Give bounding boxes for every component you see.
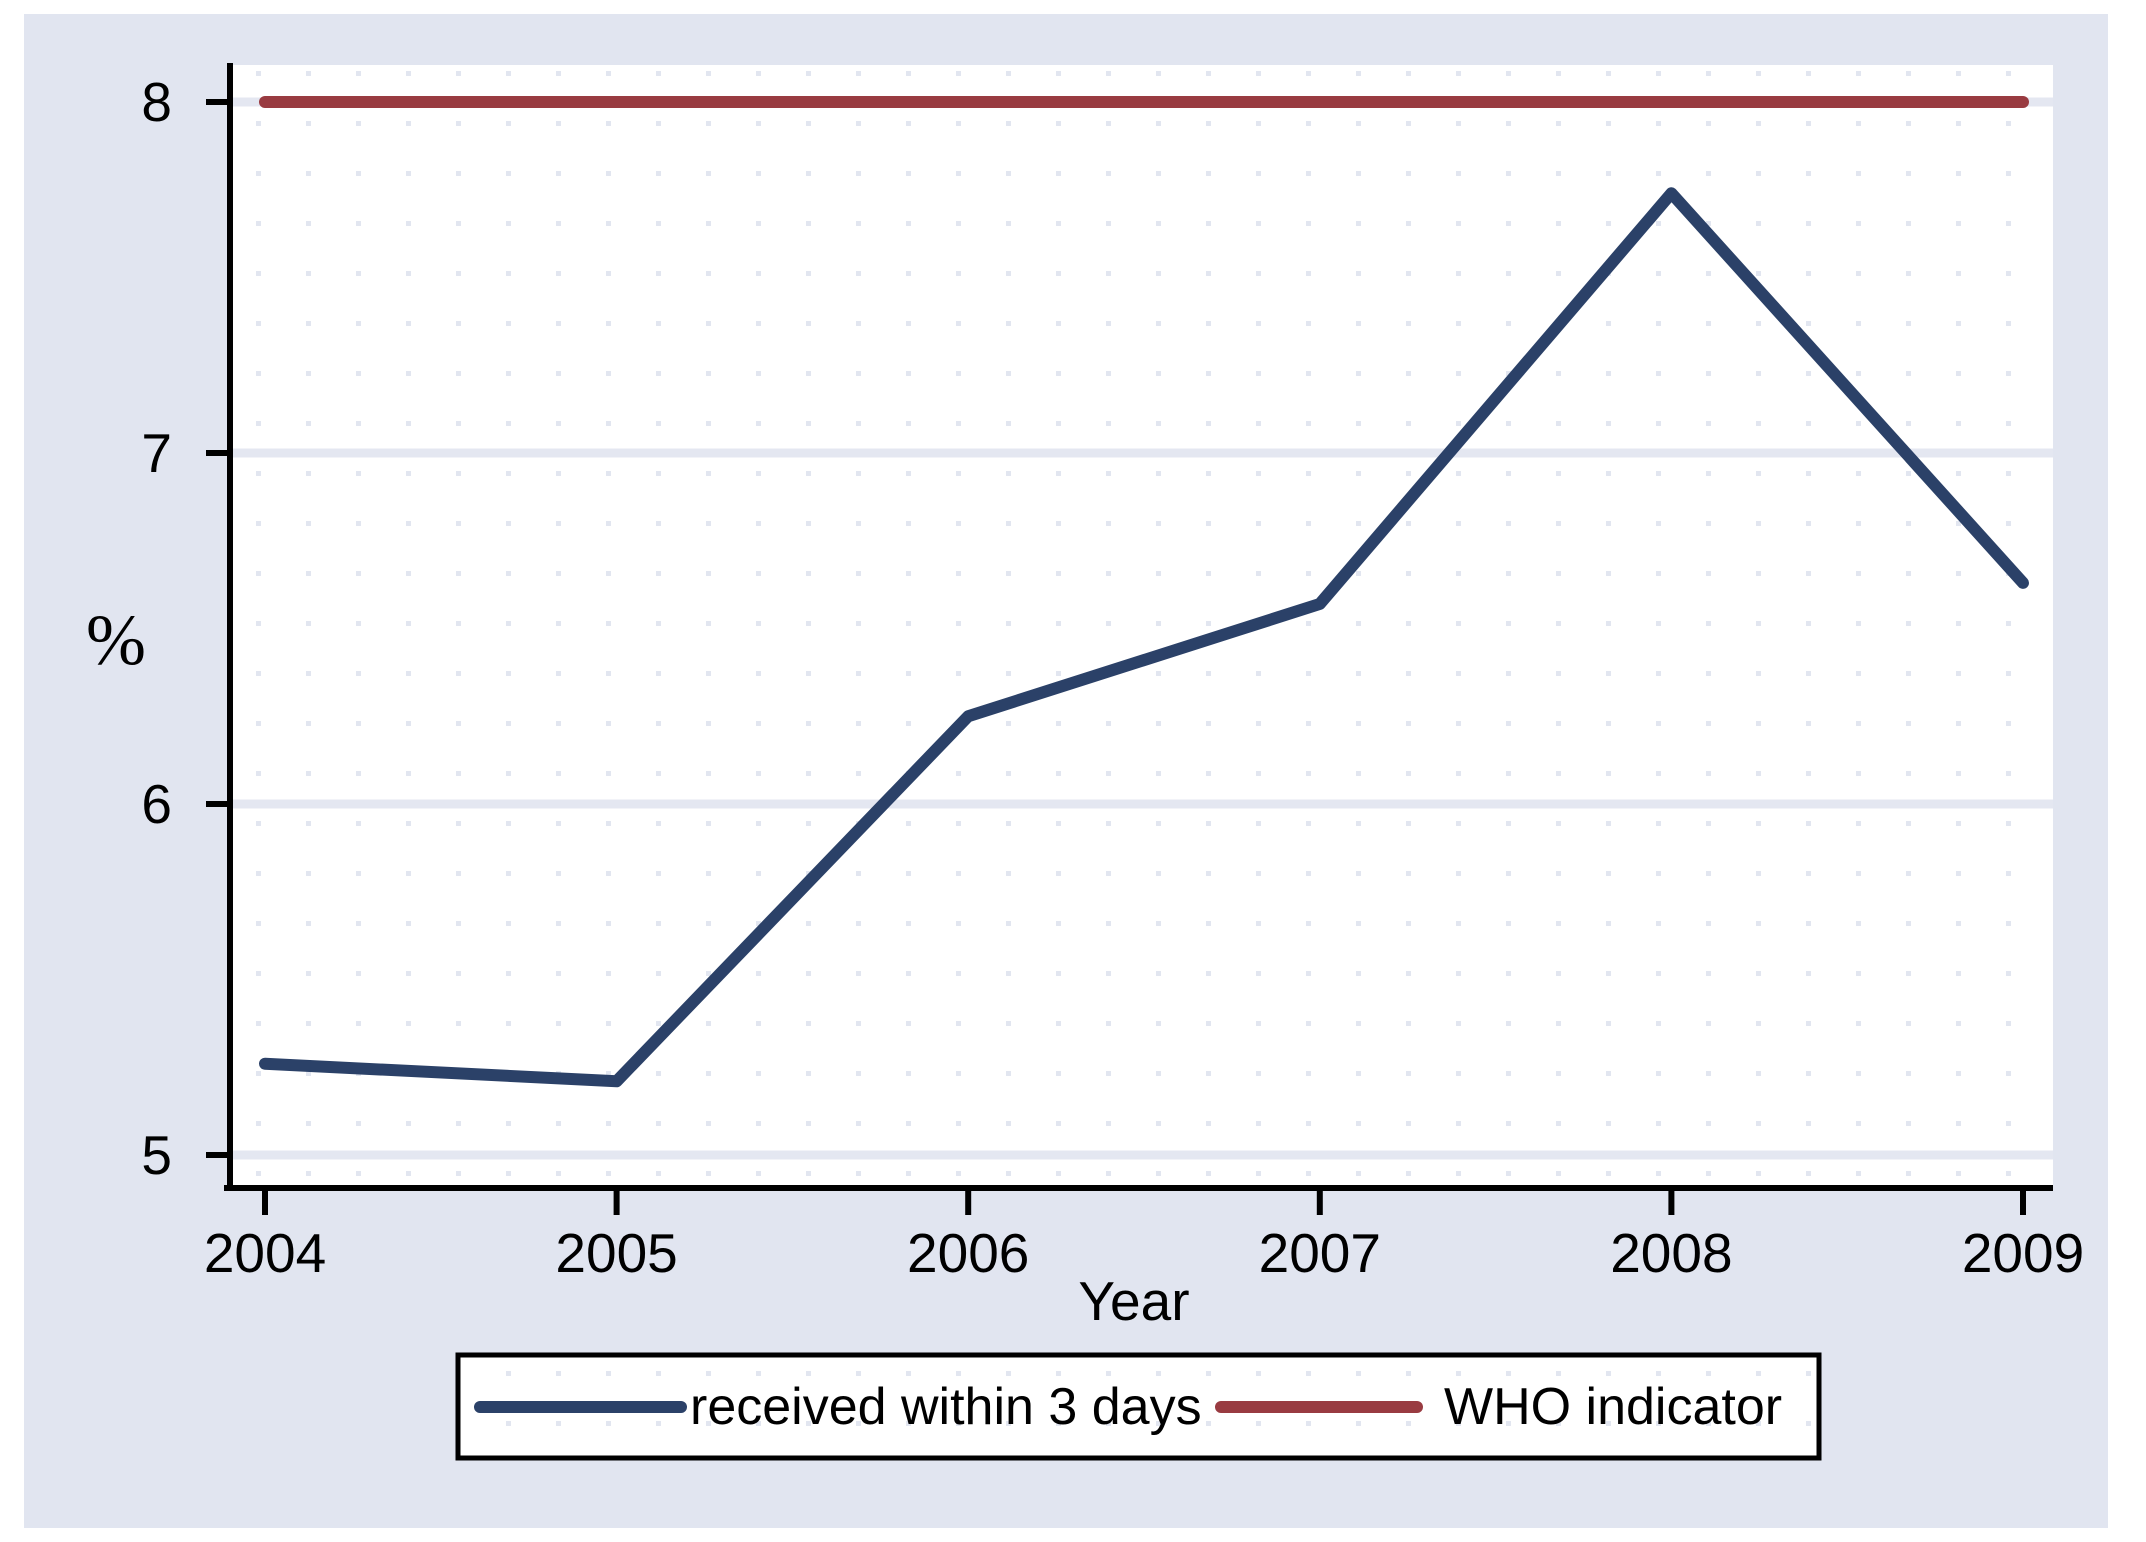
x-tick-label: 2007 bbox=[1259, 1222, 1381, 1284]
y-tick-label: 6 bbox=[141, 773, 172, 835]
x-tick-label: 2004 bbox=[204, 1222, 326, 1284]
legend: received within 3 days WHO indicator bbox=[455, 1352, 1822, 1461]
x-axis-title: Year bbox=[1078, 1270, 1189, 1332]
y-axis: 5 6 7 8 bbox=[141, 63, 233, 1191]
series-lines bbox=[259, 96, 2029, 1088]
x-axis-tick-labels: 2004 2005 2006 2007 2008 2009 bbox=[204, 1222, 2084, 1284]
x-tick-label: 2006 bbox=[907, 1222, 1029, 1284]
y-tick-label: 8 bbox=[141, 71, 172, 133]
x-tick-label: 2005 bbox=[555, 1222, 677, 1284]
x-tick-label: 2008 bbox=[1610, 1222, 1732, 1284]
y-axis-title: % bbox=[86, 600, 146, 680]
plot-dot-mesh bbox=[233, 65, 2053, 1185]
series-line-0 bbox=[259, 187, 2029, 1088]
y-axis-ticks bbox=[206, 99, 227, 1158]
x-tick-label: 2009 bbox=[1962, 1222, 2084, 1284]
legend-label-received: received within 3 days bbox=[690, 1378, 1202, 1436]
y-axis-tick-labels: 5 6 7 8 bbox=[141, 71, 172, 1186]
y-tick-label: 7 bbox=[141, 422, 172, 484]
x-axis-ticks bbox=[262, 1191, 2026, 1215]
x-axis: 2004 2005 2006 2007 2008 2009 bbox=[204, 1185, 2084, 1284]
legend-label-who: WHO indicator bbox=[1444, 1378, 1782, 1436]
y-tick-label: 5 bbox=[141, 1124, 172, 1186]
